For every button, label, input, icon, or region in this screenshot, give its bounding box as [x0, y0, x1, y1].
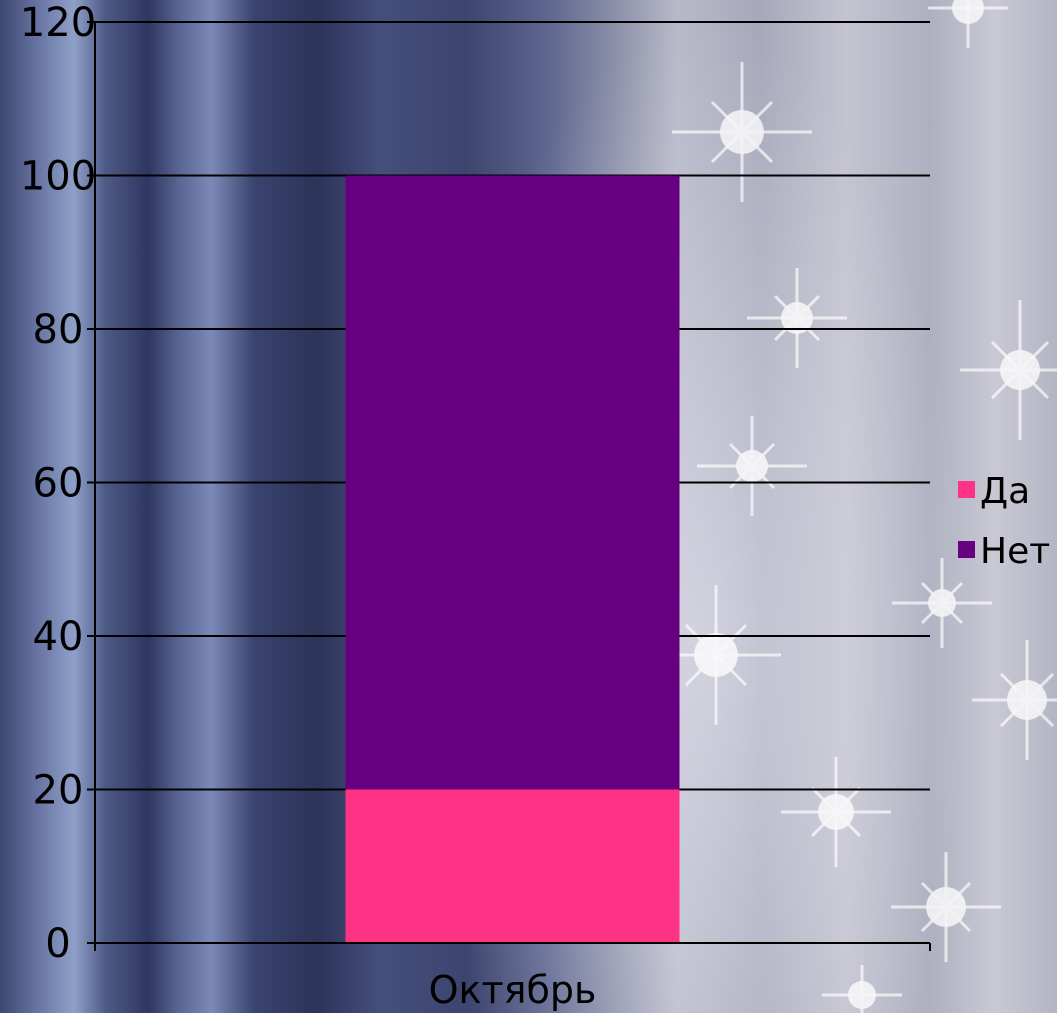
bar-segment-2 — [345, 175, 680, 790]
y-tick-label: 60 — [33, 461, 84, 507]
axes — [87, 22, 931, 951]
y-tick-label: 20 — [33, 768, 84, 814]
y-tick-label: 100 — [20, 154, 96, 200]
x-axis-category-labels: Октябрь — [429, 968, 597, 1012]
y-axis-tick-labels: 0 20 40 60 80 100 120 — [20, 0, 96, 967]
y-tick-label: 120 — [20, 0, 96, 46]
bar-segment-1 — [345, 789, 680, 943]
legend-label-2: Нет — [980, 531, 1050, 572]
y-tick-label: 40 — [33, 614, 84, 660]
background-sparkles — [651, 0, 1057, 1013]
legend-swatch-2 — [958, 541, 975, 558]
x-category-label: Октябрь — [429, 968, 597, 1012]
legend: Да Нет — [958, 471, 1050, 572]
y-tick-label: 0 — [45, 921, 70, 967]
legend-label-1: Да — [980, 471, 1030, 512]
bars — [345, 175, 680, 943]
y-tick-label: 80 — [33, 307, 84, 353]
legend-swatch-1 — [958, 481, 975, 498]
